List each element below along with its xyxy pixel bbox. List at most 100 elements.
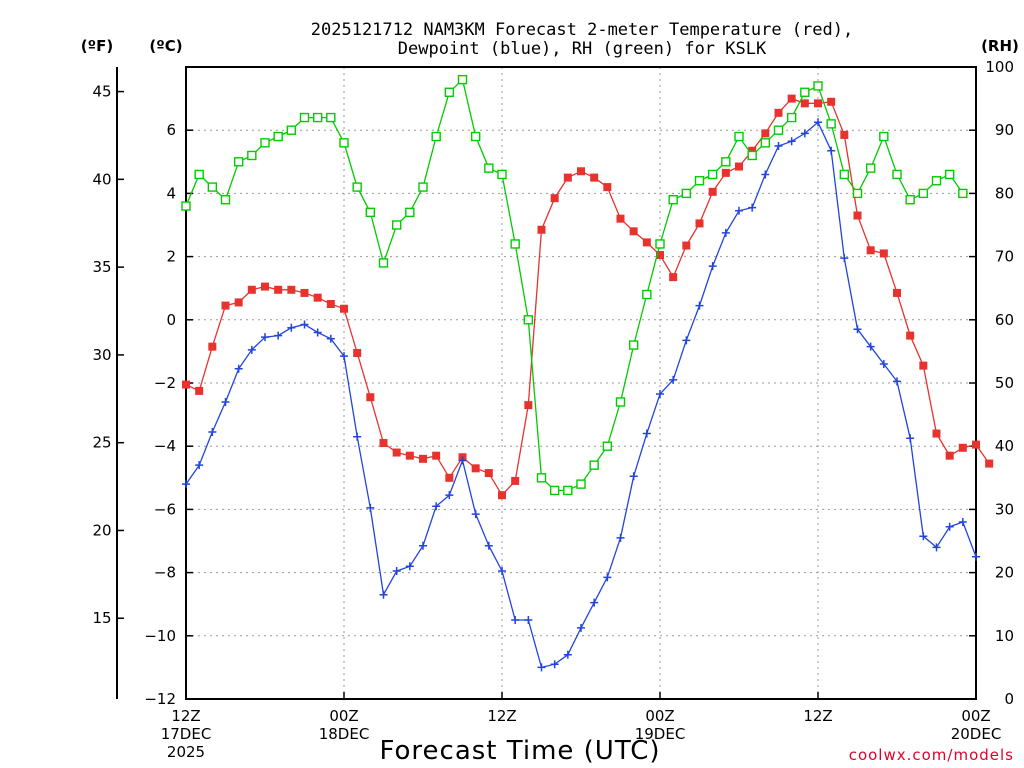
series-2-meter-temperature <box>182 94 994 500</box>
temperature-point <box>247 285 256 294</box>
dewpoint-point <box>735 206 743 215</box>
dewpoint-point <box>879 360 888 369</box>
rh-point <box>760 138 771 148</box>
dewpoint-point <box>471 510 480 519</box>
rh-point <box>655 239 665 249</box>
temperature-point <box>932 429 941 438</box>
dewpoint-point <box>853 325 862 334</box>
dewpoint-point <box>906 434 915 443</box>
x-tick-label: 12Z <box>171 707 200 725</box>
rh-tick-label: 30 <box>995 500 1014 518</box>
rh-point <box>378 258 389 268</box>
x-tick-label: 00Z <box>645 707 674 725</box>
dewpoint-point <box>945 522 954 531</box>
temperature-point <box>471 464 480 473</box>
temperature-point <box>392 448 401 457</box>
temperature-point <box>814 99 822 108</box>
dewpoint-point <box>629 472 638 481</box>
rh-tick-label: 50 <box>995 374 1014 392</box>
temperature-point <box>366 393 375 402</box>
rh-point <box>747 150 757 161</box>
fahrenheit-axis: 45 40 35 30 25 20 15 <box>92 83 124 627</box>
temperature-point <box>563 173 572 182</box>
dewpoint-point <box>379 590 388 599</box>
rh-point <box>497 169 507 180</box>
temperature-point <box>853 211 862 220</box>
temperature-point <box>629 227 638 236</box>
dewpoint-point <box>708 262 717 271</box>
series-layer <box>181 74 994 672</box>
rh-point <box>694 176 705 186</box>
x-tick-label: 00Z <box>961 707 990 725</box>
dewpoint-point <box>695 301 704 310</box>
series-line <box>185 121 977 669</box>
rh-point <box>839 169 850 180</box>
temperature-point <box>379 439 388 448</box>
rh-point <box>589 460 599 470</box>
x-tick-label: 19DEC <box>635 725 686 743</box>
f-tick-label: 30 <box>92 346 111 364</box>
x-tick-label: 12Z <box>487 707 516 725</box>
x-tick-label: 12Z <box>803 707 832 725</box>
dewpoint-point <box>932 543 941 552</box>
rh-point <box>813 81 823 91</box>
dewpoint-point <box>814 118 822 127</box>
temperature-point <box>774 108 783 117</box>
dewpoint-point <box>524 616 533 624</box>
temperature-point <box>432 451 441 460</box>
temperature-point <box>761 129 770 138</box>
temperature-point <box>326 300 335 308</box>
dewpoint-point <box>313 328 322 337</box>
rh-point <box>642 289 652 300</box>
rh-unit-label: (RH) <box>981 37 1019 55</box>
c-tick-label: −2 <box>154 374 176 392</box>
rh-point <box>734 131 744 142</box>
series-dewpoint <box>182 118 980 672</box>
rh-point <box>773 125 784 135</box>
c-tick-label: 4 <box>166 184 176 202</box>
temperature-point <box>287 285 296 294</box>
chart-title-line1: 2025121712 NAM3KM Forecast 2-meter Tempe… <box>311 20 853 40</box>
dewpoint-point <box>748 203 757 212</box>
dewpoint-point <box>366 503 375 512</box>
fahrenheit-unit-label: (ºF) <box>81 37 113 55</box>
x-tick-label: 18DEC <box>319 725 370 743</box>
temperature-point <box>893 288 901 297</box>
x-axis-label: Forecast Time (UTC) <box>379 736 660 766</box>
f-tick-label: 20 <box>92 521 111 539</box>
rh-point <box>391 220 402 230</box>
dewpoint-point <box>287 323 296 332</box>
c-tick-label: −12 <box>144 690 176 708</box>
temperature-point <box>182 380 190 389</box>
chart-title-line2: Dewpoint (blue), RH (green) for KSLK <box>398 39 767 59</box>
temperature-point <box>537 225 546 234</box>
dewpoint-point <box>353 432 362 441</box>
dewpoint-point <box>774 142 783 150</box>
rh-point <box>233 157 244 167</box>
dewpoint-point <box>247 345 256 354</box>
temperature-point <box>827 97 836 106</box>
dewpoint-point <box>195 461 204 470</box>
rh-point <box>865 163 876 173</box>
dewpoint-point <box>827 146 836 155</box>
dewpoint-point <box>392 567 401 576</box>
c-tick-label: −6 <box>154 500 176 518</box>
temperature-point <box>708 187 717 196</box>
rh-point <box>944 169 955 180</box>
rh-point <box>405 207 415 218</box>
temperature-point <box>958 443 967 452</box>
dewpoint-point <box>208 427 217 436</box>
temperature-point <box>972 440 980 449</box>
dewpoint-point <box>182 480 190 489</box>
rh-tick-label: 100 <box>985 58 1014 76</box>
temperature-point <box>405 451 414 460</box>
rh-point <box>707 169 718 180</box>
rh-point <box>576 479 586 489</box>
temperature-point <box>879 249 888 258</box>
dewpoint-point <box>972 552 980 561</box>
temperature-point <box>669 273 678 282</box>
rh-point <box>681 188 692 199</box>
c-tick-label: 0 <box>166 311 176 329</box>
temperature-point <box>787 94 796 103</box>
dewpoint-point <box>603 573 612 582</box>
